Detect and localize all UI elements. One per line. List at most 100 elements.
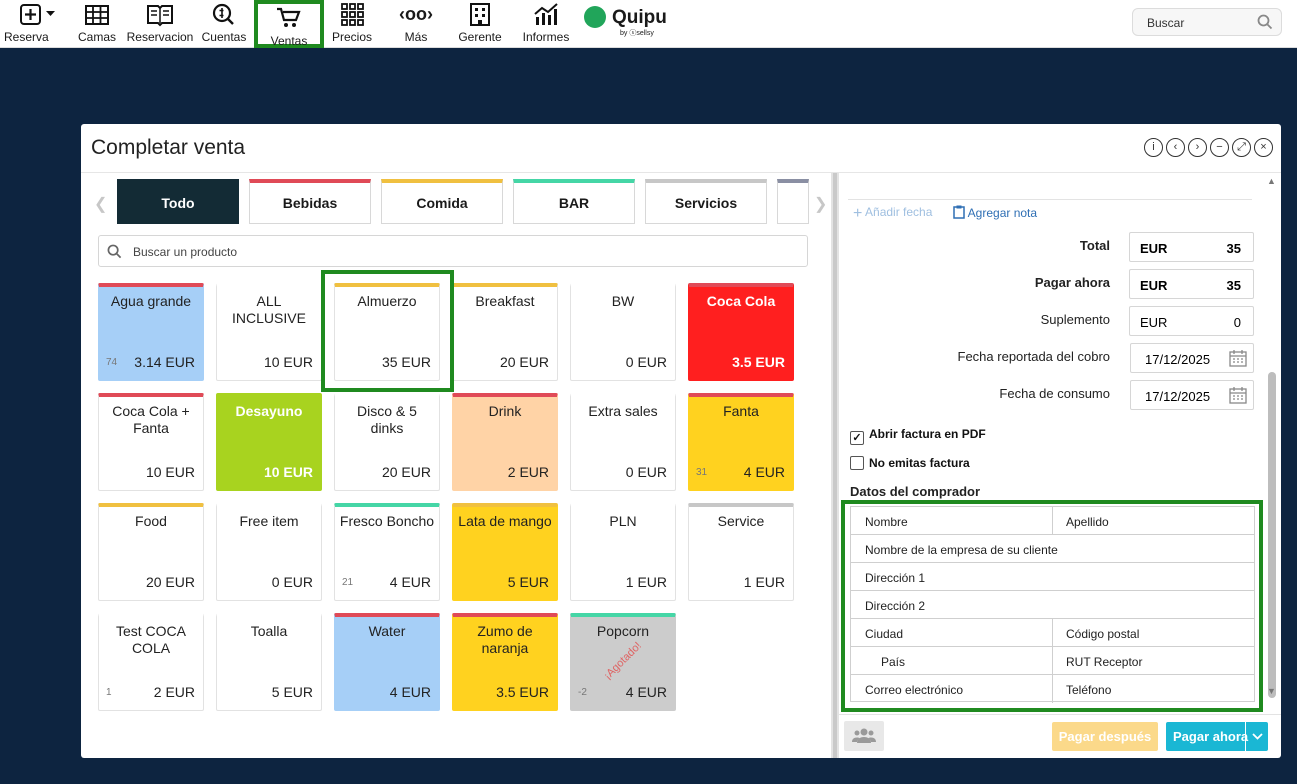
global-search[interactable]: Buscar bbox=[1132, 8, 1282, 36]
buyer-section-title: Datos del comprador bbox=[850, 484, 981, 499]
rut-field[interactable]: RUT Receptor bbox=[1053, 647, 1254, 675]
product-tile[interactable]: Agua grande 3.14 EUR 74 bbox=[98, 283, 204, 381]
reported-date-field[interactable]: 17/12/2025 bbox=[1130, 343, 1254, 373]
product-tile[interactable]: Fresco Boncho 4 EUR 21 bbox=[334, 503, 440, 601]
add-date-label: Añadir fecha bbox=[865, 205, 933, 219]
chevron-right-icon[interactable]: › bbox=[1188, 138, 1207, 157]
tab-servicios[interactable]: Servicios bbox=[645, 179, 767, 224]
buyer-search-button[interactable] bbox=[844, 721, 884, 751]
close-icon[interactable]: × bbox=[1254, 138, 1273, 157]
modal-divider bbox=[81, 172, 1281, 173]
product-tile[interactable]: BW 0 EUR bbox=[570, 283, 676, 381]
nav-informes[interactable]: Informes bbox=[520, 0, 572, 48]
product-tile[interactable]: Toalla 5 EUR bbox=[216, 613, 322, 711]
product-tile[interactable]: Test COCA COLA 2 EUR 1 bbox=[98, 613, 204, 711]
scroll-up-icon[interactable]: ▲ bbox=[1267, 176, 1276, 186]
company-field[interactable]: Nombre de la empresa de su cliente bbox=[851, 535, 1254, 563]
tabs-scroll-right-icon[interactable]: ❯ bbox=[814, 196, 828, 213]
scrollbar-thumb[interactable] bbox=[1268, 372, 1276, 698]
buyer-highlight bbox=[841, 500, 1263, 712]
pay-now-field[interactable]: EUR 35 bbox=[1129, 269, 1254, 299]
product-tile[interactable]: Food 20 EUR bbox=[98, 503, 204, 601]
product-tile[interactable]: Free item 0 EUR bbox=[216, 503, 322, 601]
product-price: 2 EUR bbox=[153, 684, 195, 700]
tab-todo[interactable]: Todo bbox=[117, 179, 239, 224]
pay-now-button[interactable]: Pagar ahora bbox=[1166, 722, 1268, 751]
product-tile[interactable]: Extra sales 0 EUR bbox=[570, 393, 676, 491]
chevron-down-icon[interactable] bbox=[1245, 722, 1268, 751]
scroll-down-icon[interactable]: ▼ bbox=[1267, 686, 1276, 696]
right-pane-scrollbar[interactable]: ▲ ▼ bbox=[1267, 176, 1277, 698]
nav-reserva[interactable]: Reserva bbox=[2, 0, 64, 48]
product-tile[interactable]: Coca Cola + Fanta 10 EUR bbox=[98, 393, 204, 491]
no-invoice-checkbox[interactable]: No emitas factura bbox=[850, 456, 970, 470]
tab-comida[interactable]: Comida bbox=[381, 179, 503, 224]
nav-camas[interactable]: Camas bbox=[74, 0, 120, 48]
supplement-field[interactable]: EUR 0 bbox=[1129, 306, 1254, 336]
phone-field[interactable]: Teléfono bbox=[1053, 675, 1254, 703]
product-tile[interactable]: Disco & 5 dinks 20 EUR bbox=[334, 393, 440, 491]
email-placeholder: Correo electrónico bbox=[865, 683, 964, 697]
open-pdf-checkbox[interactable]: ✓ Abrir factura en PDF bbox=[850, 427, 986, 445]
city-placeholder: Ciudad bbox=[865, 627, 904, 641]
address2-field[interactable]: Dirección 2 bbox=[851, 591, 1254, 619]
total-field[interactable]: EUR 35 bbox=[1129, 232, 1254, 262]
product-tile[interactable]: Breakfast 20 EUR bbox=[452, 283, 558, 381]
nav-precios[interactable]: Precios bbox=[329, 0, 375, 48]
calendar-icon[interactable] bbox=[1229, 350, 1247, 370]
country-select[interactable]: País bbox=[851, 647, 1053, 675]
product-tile[interactable]: Almuerzo 35 EUR bbox=[334, 283, 440, 381]
tabs-scroll-left-icon[interactable]: ❮ bbox=[94, 196, 108, 213]
more-icon: ‹oo› bbox=[399, 4, 433, 24]
product-price: 2 EUR bbox=[507, 464, 549, 480]
product-price: 0 EUR bbox=[625, 464, 667, 480]
tab-bebidas[interactable]: Bebidas bbox=[249, 179, 371, 224]
calendar-icon[interactable] bbox=[1229, 387, 1247, 407]
consumption-date-field[interactable]: 17/12/2025 bbox=[1130, 380, 1254, 410]
product-tile[interactable]: Fanta 4 EUR 31 bbox=[688, 393, 794, 491]
postal-field[interactable]: Código postal bbox=[1053, 619, 1254, 647]
add-date-link[interactable]: + Añadir fecha bbox=[853, 205, 932, 223]
email-field[interactable]: Correo electrónico bbox=[851, 675, 1053, 703]
pane-splitter[interactable] bbox=[831, 173, 839, 758]
product-tile[interactable]: Water 4 EUR bbox=[334, 613, 440, 711]
nav-mas[interactable]: ‹oo› Más bbox=[393, 0, 439, 48]
last-name-field[interactable]: Apellido bbox=[1053, 507, 1254, 535]
address1-field[interactable]: Dirección 1 bbox=[851, 563, 1254, 591]
product-tile[interactable]: Drink 2 EUR bbox=[452, 393, 558, 491]
search-icon[interactable] bbox=[1257, 14, 1273, 35]
pay-later-button[interactable]: Pagar después bbox=[1052, 722, 1158, 751]
product-tile[interactable]: Desayuno 10 EUR bbox=[216, 393, 322, 491]
city-field[interactable]: Ciudad bbox=[851, 619, 1053, 647]
tab-partial[interactable] bbox=[777, 179, 809, 224]
product-tile[interactable]: Lata de mango 5 EUR bbox=[452, 503, 558, 601]
nav-cuentas[interactable]: Cuentas bbox=[200, 0, 248, 48]
nav-ventas[interactable]: Ventas bbox=[254, 0, 324, 48]
nav-gerente[interactable]: Gerente bbox=[455, 0, 505, 48]
product-name: Popcorn bbox=[596, 623, 650, 639]
postal-placeholder: Código postal bbox=[1066, 627, 1140, 641]
product-tile[interactable]: ALL INCLUSIVE 10 EUR bbox=[216, 283, 322, 381]
chevron-left-icon[interactable]: ‹ bbox=[1166, 138, 1185, 157]
grid-icon bbox=[74, 0, 120, 30]
product-tile[interactable]: Zumo de naranja 3.5 EUR bbox=[452, 613, 558, 711]
expand-icon[interactable]: ⤢ bbox=[1232, 138, 1251, 157]
product-tile[interactable]: Service 1 EUR bbox=[688, 503, 794, 601]
product-tile[interactable]: Coca Cola 3.5 EUR bbox=[688, 283, 794, 381]
minimize-icon[interactable]: − bbox=[1210, 138, 1229, 157]
first-name-field[interactable]: Nombre bbox=[851, 507, 1053, 535]
tab-bar[interactable]: BAR bbox=[513, 179, 635, 224]
product-tile[interactable]: PLN 1 EUR bbox=[570, 503, 676, 601]
pay-now-value: 35 bbox=[1226, 278, 1241, 293]
chart-icon bbox=[520, 0, 572, 30]
clipboard-icon bbox=[953, 205, 968, 220]
nav-mas-label: Más bbox=[404, 30, 428, 44]
consumption-date-value: 17/12/2025 bbox=[1145, 389, 1211, 404]
info-icon[interactable]: i bbox=[1144, 138, 1163, 157]
product-tile[interactable]: Popcorn 4 EUR -2 ¡Agotado! bbox=[570, 613, 676, 711]
product-search-input[interactable]: Buscar un producto bbox=[98, 235, 808, 267]
modal-title: Completar venta bbox=[91, 136, 246, 159]
product-price: 1 EUR bbox=[743, 574, 785, 590]
nav-reservacion[interactable]: Reservacion bbox=[126, 0, 194, 48]
add-note-link[interactable]: Agregar nota bbox=[953, 205, 1037, 220]
